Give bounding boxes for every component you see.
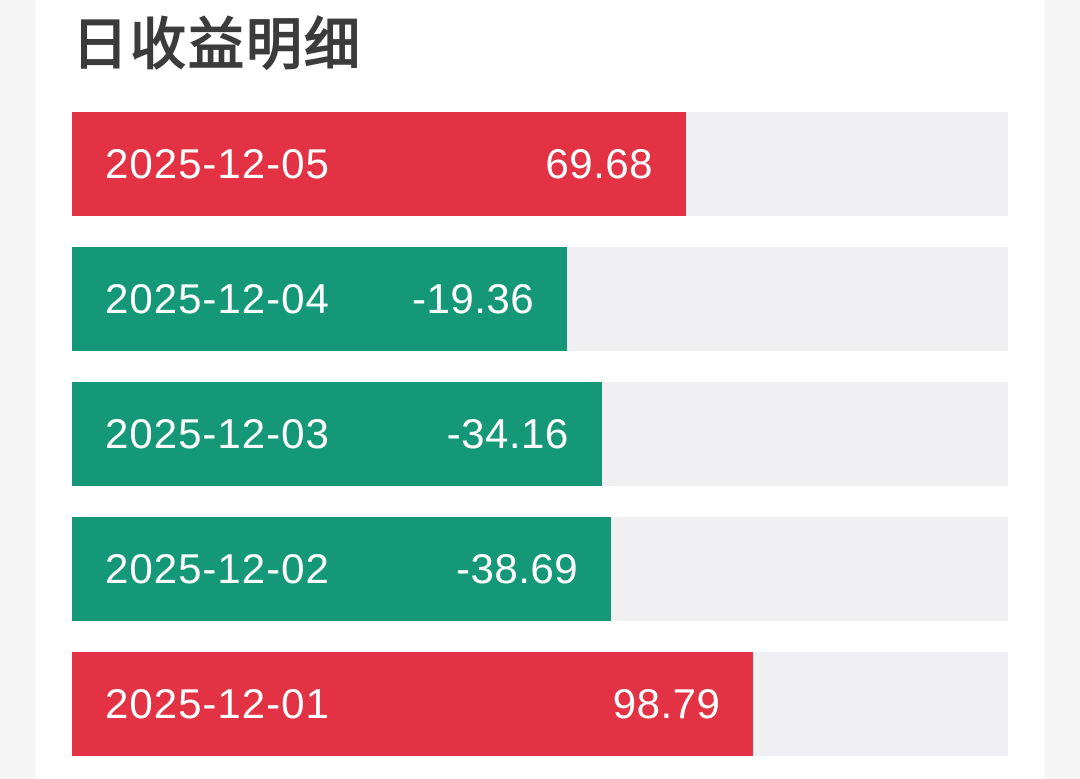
bar-date-label: 2025-12-03 — [105, 410, 330, 457]
bar-segment[interactable]: 2025-12-03 -34.16 — [72, 382, 602, 486]
bar-value-label: -19.36 — [412, 275, 535, 322]
bar-segment[interactable]: 2025-12-04 -19.36 — [72, 247, 568, 351]
bar-value-label: -34.16 — [446, 410, 569, 457]
bar-date-label: 2025-12-05 — [105, 140, 330, 187]
bar-track: 2025-12-04 -19.36 — [72, 247, 1008, 351]
bar-date-label: 2025-12-04 — [105, 275, 330, 322]
page-left-margin-strip — [0, 0, 35, 779]
bar-date-label: 2025-12-01 — [105, 680, 330, 727]
page-right-margin-strip — [1045, 0, 1080, 779]
bar-track: 2025-12-02 -38.69 — [72, 517, 1008, 621]
bar-track: 2025-12-05 69.68 — [72, 112, 1008, 216]
bar-value-label: 98.79 — [612, 680, 721, 727]
chart-title: 日收益明细 — [72, 13, 362, 76]
daily-earnings-bar-chart: 2025-12-05 69.68 2025-12-04 -19.36 2025-… — [72, 112, 1008, 756]
bar-date-label: 2025-12-02 — [105, 545, 330, 592]
bar-segment[interactable]: 2025-12-02 -38.69 — [72, 517, 612, 621]
bar-value-label: -38.69 — [456, 545, 579, 592]
bar-segment[interactable]: 2025-12-05 69.68 — [72, 112, 687, 216]
bar-value-label: 69.68 — [545, 140, 654, 187]
bar-track: 2025-12-03 -34.16 — [72, 382, 1008, 486]
bar-segment[interactable]: 2025-12-01 98.79 — [72, 652, 754, 756]
bar-track: 2025-12-01 98.79 — [72, 652, 1008, 756]
